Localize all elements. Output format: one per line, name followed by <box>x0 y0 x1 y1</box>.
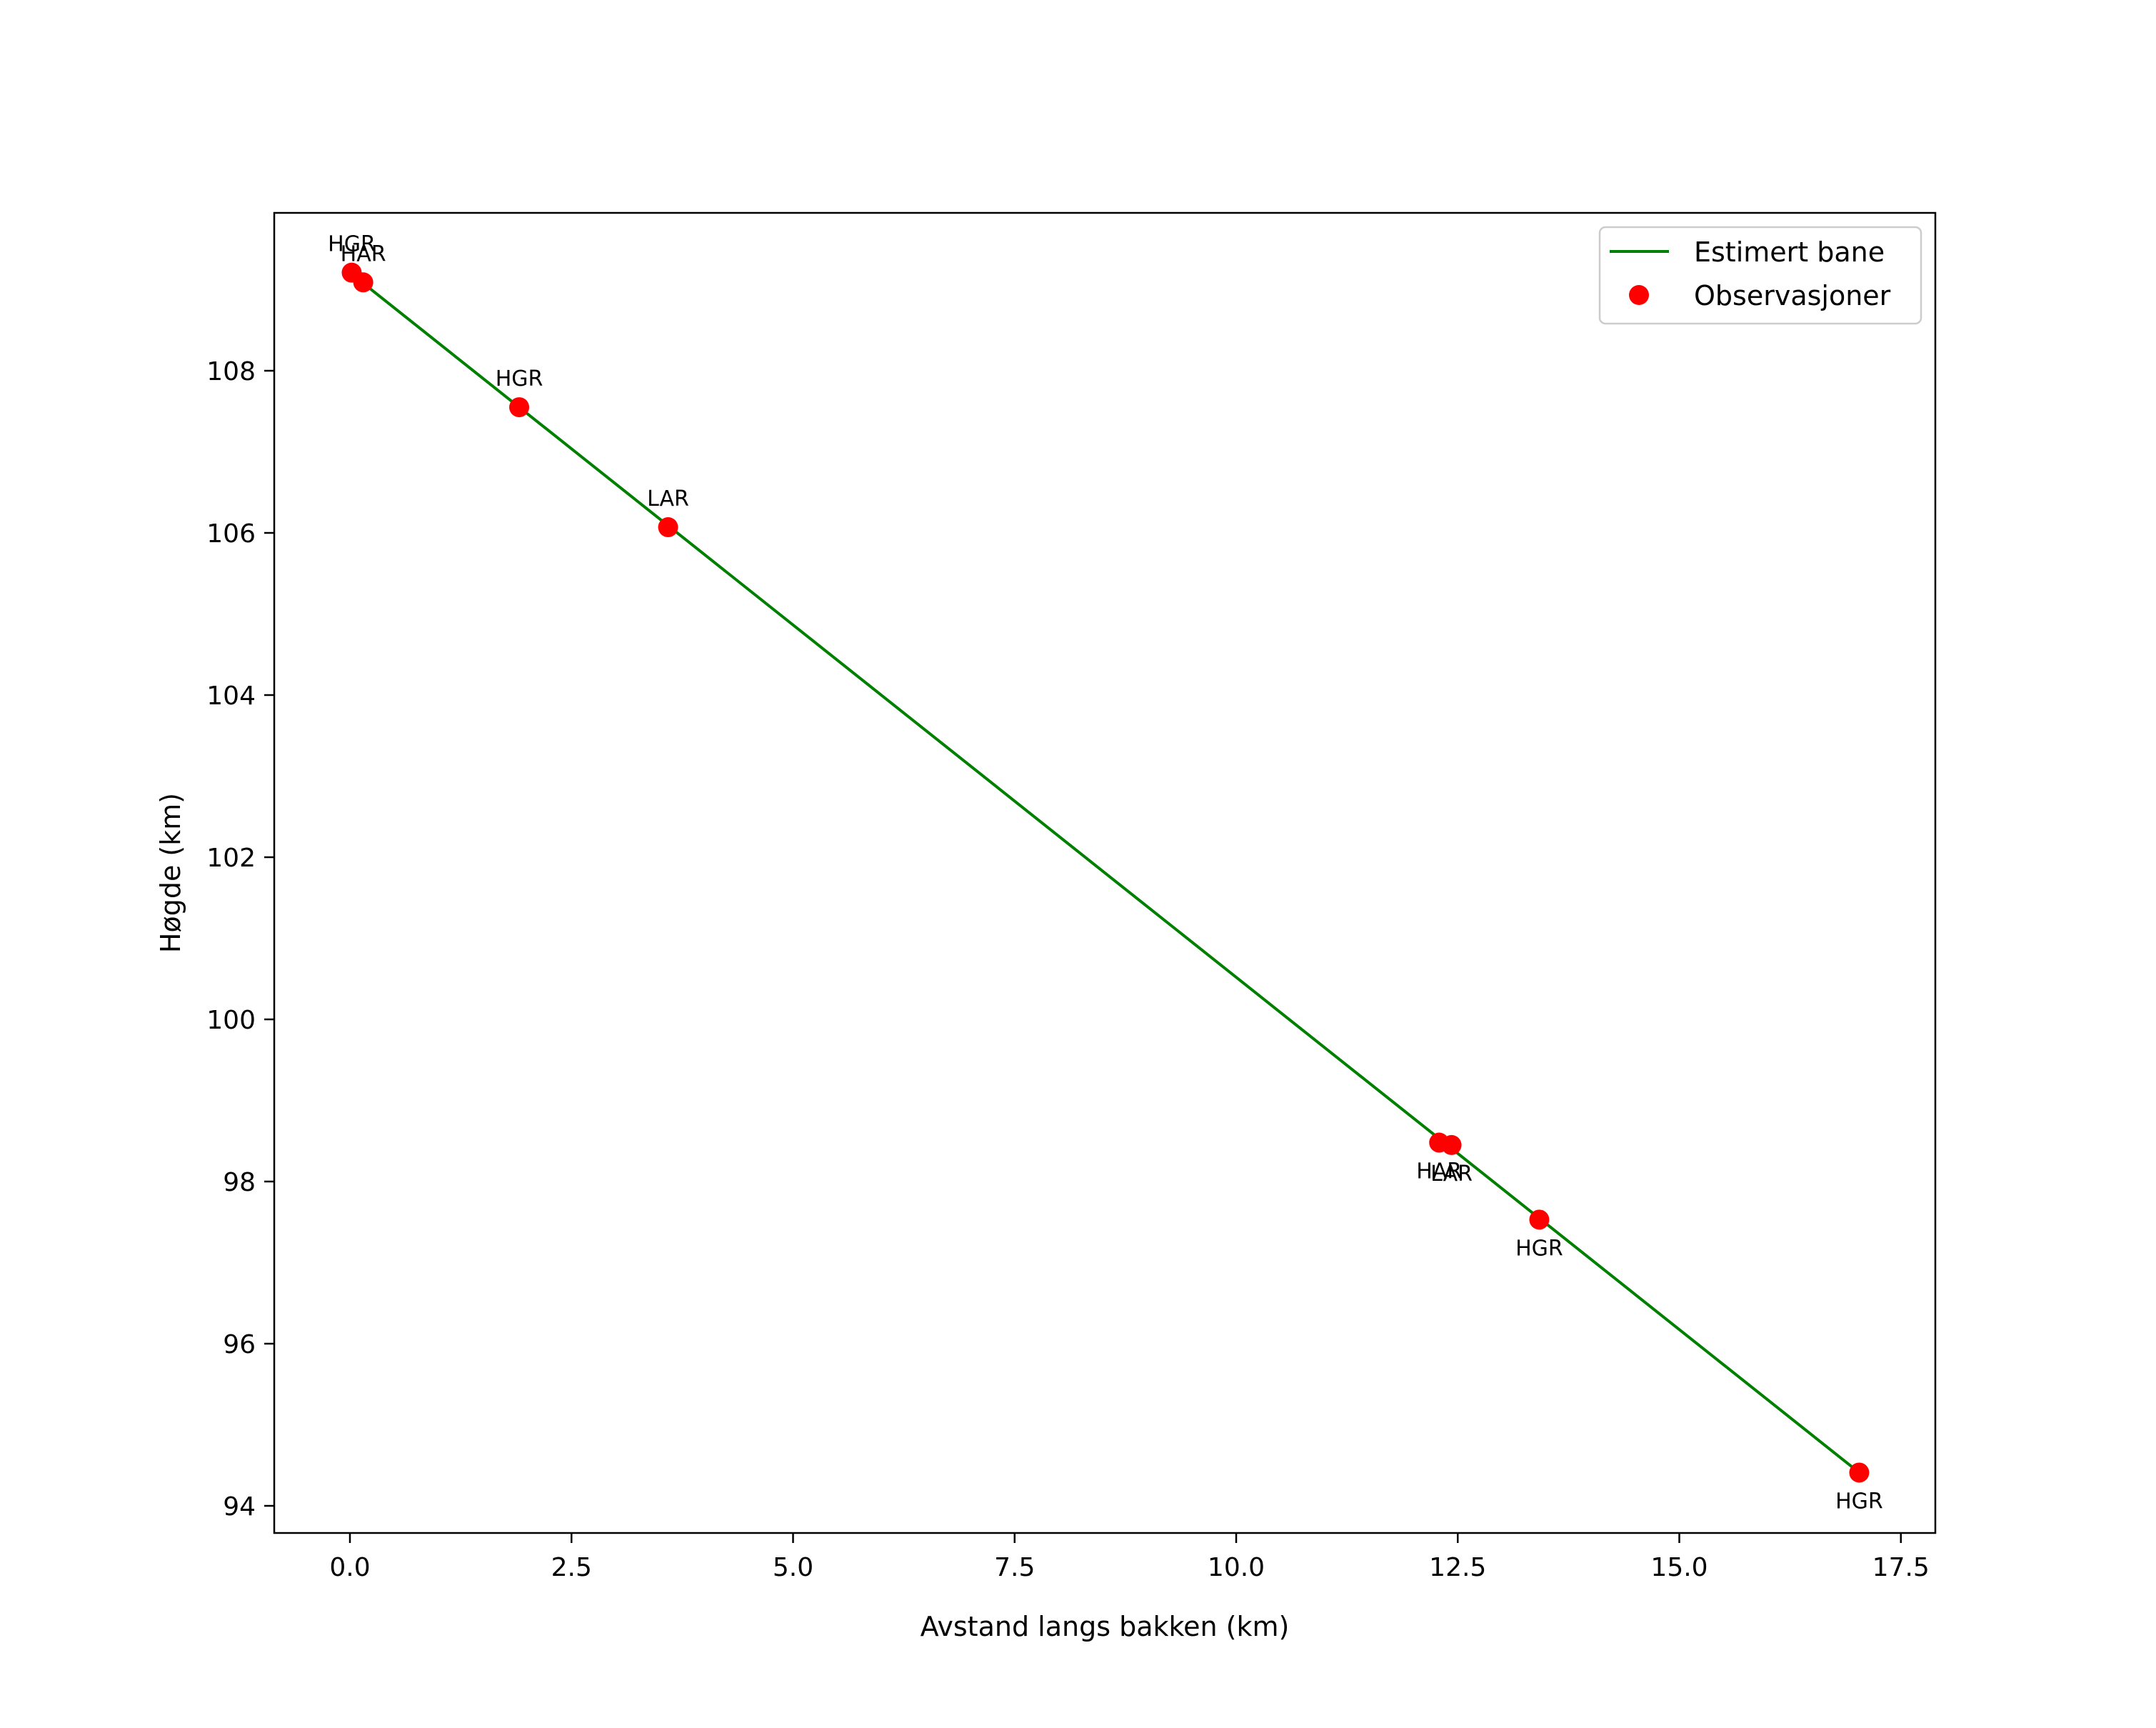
observation-point <box>1849 1462 1870 1483</box>
observation-station-label: HGR <box>328 232 376 257</box>
y-axis-label: Høgde (km) <box>155 793 186 953</box>
observation-point <box>509 397 530 418</box>
x-tick-label: 10.0 <box>1208 1553 1265 1582</box>
observation-point <box>1529 1209 1550 1230</box>
legend-label-observasjoner: Observasjoner <box>1694 280 1891 311</box>
legend-dot-icon <box>1629 285 1649 305</box>
y-tick-label: 108 <box>206 357 256 386</box>
y-tick-label: 106 <box>206 519 256 549</box>
y-tick-label: 98 <box>223 1168 256 1197</box>
x-tick-label: 15.0 <box>1650 1553 1708 1582</box>
observation-point <box>658 517 678 538</box>
x-tick-label: 7.5 <box>994 1553 1035 1582</box>
x-tick-label: 17.5 <box>1872 1553 1930 1582</box>
legend-label-estimert-bane: Estimert bane <box>1694 236 1885 268</box>
observation-station-label: HAR <box>341 241 386 266</box>
observation-point <box>353 272 373 293</box>
y-tick-label: 104 <box>206 681 256 711</box>
x-tick-label: 2.5 <box>551 1553 592 1582</box>
trajectory-line <box>349 271 1860 1474</box>
observation-station-label: HGR <box>496 366 543 391</box>
observation-point <box>1441 1134 1462 1155</box>
observation-station-label: LAR <box>647 486 689 511</box>
legend-box <box>1598 226 1922 325</box>
estimated-trajectory-line <box>349 271 1860 1474</box>
y-tick-label: 102 <box>206 844 256 873</box>
y-tick-label: 100 <box>206 1006 256 1035</box>
x-axis-label: Avstand langs bakken (km) <box>921 1611 1290 1642</box>
x-tick-label: 12.5 <box>1429 1553 1486 1582</box>
legend: Estimert bane Observasjoner <box>1598 226 1922 325</box>
axes-frame <box>273 211 1937 1534</box>
observation-station-label: HGR <box>1515 1236 1563 1261</box>
y-tick-label: 96 <box>223 1330 256 1359</box>
x-tick-label: 0.0 <box>329 1553 370 1582</box>
x-axis-ticks: 0.0 2.5 5.0 7.5 10.0 12.5 15.0 17.5 <box>329 1533 1930 1582</box>
x-tick-label: 5.0 <box>773 1553 813 1582</box>
observation-station-label: HGR <box>1835 1489 1883 1514</box>
y-axis-ticks: 94 96 98 100 102 104 106 108 <box>206 357 274 1522</box>
y-tick-label: 94 <box>223 1492 256 1522</box>
observation-station-label: LAR <box>1430 1162 1473 1187</box>
observation-station-label: HAR <box>1416 1159 1462 1184</box>
observation-points <box>341 262 1870 1483</box>
